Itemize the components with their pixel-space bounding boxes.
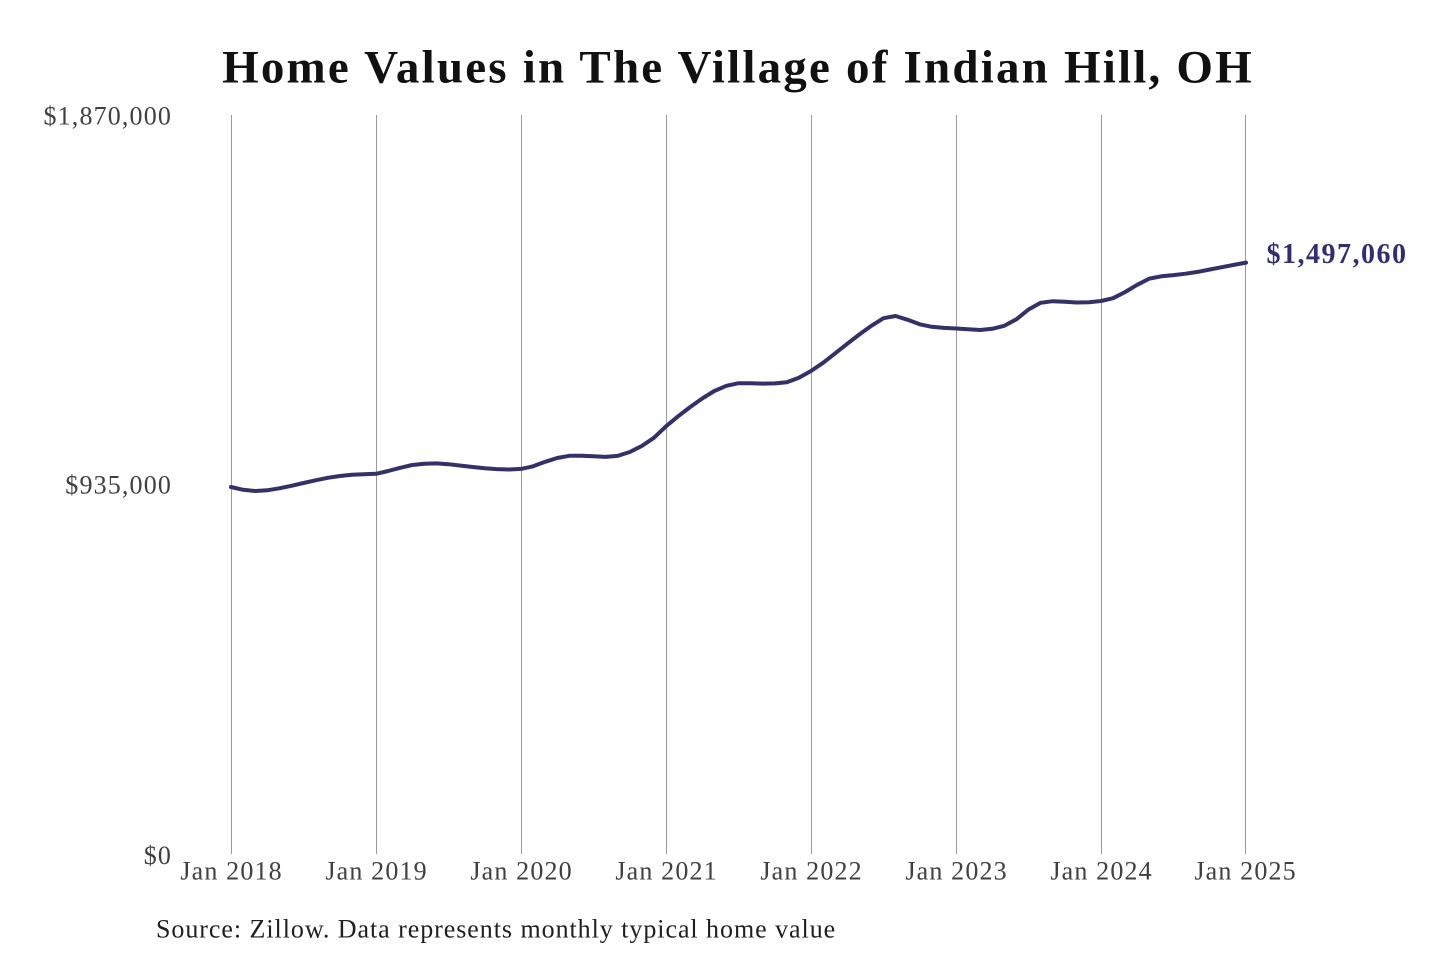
svg-text:$1,870,000: $1,870,000 — [44, 102, 173, 131]
svg-text:Jan 2023: Jan 2023 — [905, 857, 1007, 886]
svg-text:Jan 2021: Jan 2021 — [615, 857, 717, 886]
svg-text:Jan 2019: Jan 2019 — [325, 857, 427, 886]
svg-text:$1,497,060: $1,497,060 — [1267, 239, 1408, 270]
svg-text:$935,000: $935,000 — [65, 471, 172, 500]
svg-text:Source: Zillow. Data represent: Source: Zillow. Data represents monthly … — [156, 915, 836, 944]
svg-text:Jan 2018: Jan 2018 — [180, 857, 282, 886]
svg-text:$0: $0 — [144, 841, 172, 870]
svg-text:Jan 2024: Jan 2024 — [1050, 857, 1152, 886]
svg-text:Jan 2025: Jan 2025 — [1194, 857, 1296, 886]
svg-text:Home Values in The Village of: Home Values in The Village of Indian Hil… — [222, 42, 1254, 94]
svg-text:Jan 2020: Jan 2020 — [470, 857, 572, 886]
svg-text:Jan 2022: Jan 2022 — [760, 857, 862, 886]
